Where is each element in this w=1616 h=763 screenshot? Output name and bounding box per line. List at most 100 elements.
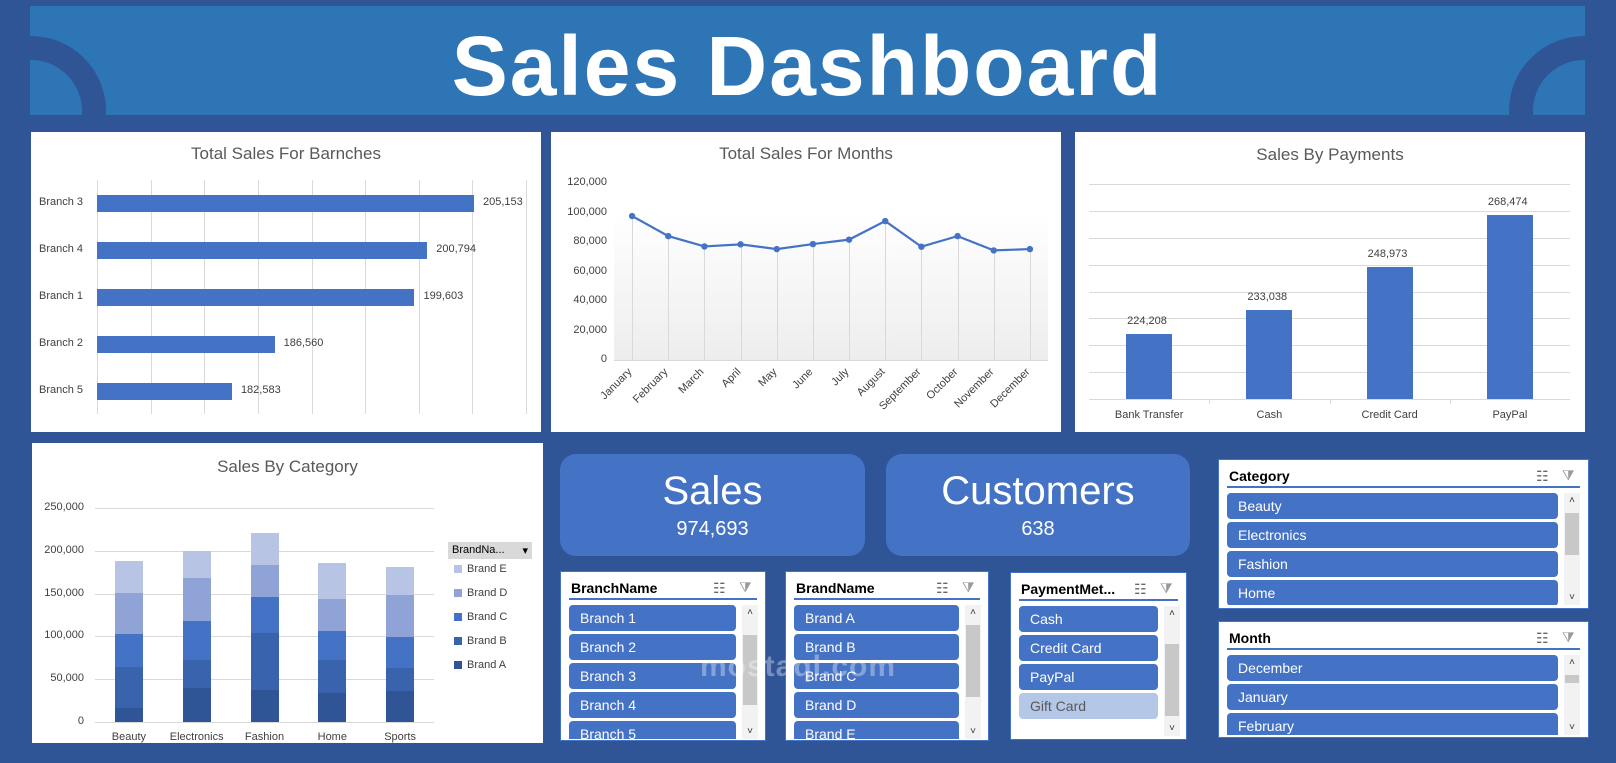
stacked-segment[interactable] (318, 660, 347, 694)
payment-slicer[interactable]: PaymentMet... ☷ ⧩ Cash Credit Card PayPal Gift… (1010, 572, 1187, 740)
stacked-segment[interactable] (114, 667, 143, 709)
slicer-item[interactable]: Brand B (794, 634, 959, 660)
legend-item[interactable]: Brand D (454, 587, 507, 599)
scrollbar[interactable]: ˄ ˅ (1164, 606, 1180, 736)
data-point[interactable] (990, 247, 997, 254)
legend-filter-button[interactable]: BrandNa... ▾ (448, 542, 532, 559)
data-point[interactable] (665, 232, 672, 240)
stacked-segment[interactable] (250, 532, 279, 566)
category-slicer[interactable]: Category ☷ ⧩ Beauty Electronics Fashion Home ˄ ˅ (1218, 459, 1589, 609)
bar[interactable] (1126, 333, 1173, 399)
scroll-up-icon[interactable]: ˄ (1569, 657, 1575, 668)
bar[interactable] (97, 242, 428, 260)
slicer-item[interactable]: Brand C (794, 663, 959, 689)
slicer-item[interactable]: February (1227, 713, 1558, 735)
slicer-item[interactable]: Gift Card (1019, 693, 1158, 719)
stacked-segment[interactable] (182, 621, 211, 661)
scrollbar-thumb[interactable] (1165, 644, 1179, 716)
stacked-segment[interactable] (318, 599, 347, 632)
scrollbar[interactable]: ˄ ˅ (1564, 655, 1580, 735)
bar[interactable] (97, 335, 275, 353)
data-point[interactable] (773, 245, 780, 253)
slicer-item[interactable]: Branch 2 (569, 634, 736, 660)
scrollbar[interactable]: ˄ ˅ (742, 605, 758, 739)
scroll-up-icon[interactable]: ˄ (970, 607, 976, 618)
stacked-segment[interactable] (182, 550, 211, 579)
clear-filter-icon[interactable]: ⧩ (962, 579, 975, 595)
category-sales-chart[interactable]: Sales By Category BrandNa... ▾ 0 50,000 10… (32, 443, 543, 743)
slicer-item[interactable]: Branch 3 (569, 663, 736, 689)
stacked-segment[interactable] (182, 660, 211, 689)
slicer-item[interactable]: Brand E (794, 721, 959, 739)
legend-item[interactable]: Brand C (454, 611, 507, 623)
slicer-item[interactable]: Brand A (794, 605, 959, 631)
slicer-item[interactable]: January (1227, 684, 1558, 710)
data-point[interactable] (918, 243, 925, 250)
scroll-down-icon[interactable]: ˅ (747, 726, 753, 737)
multi-select-icon[interactable]: ☷ (1536, 468, 1549, 484)
monthly-sales-chart[interactable]: Total Sales For Months 0 20,000 40,000 60,0… (551, 132, 1061, 432)
data-point[interactable] (701, 243, 708, 250)
scroll-up-icon[interactable]: ˄ (747, 607, 753, 618)
clear-filter-icon[interactable]: ⧩ (1562, 629, 1575, 645)
slicer-item[interactable]: Beauty (1227, 493, 1558, 519)
stacked-segment[interactable] (250, 690, 279, 722)
stacked-segment[interactable] (386, 595, 415, 638)
bar[interactable] (97, 289, 415, 306)
scrollbar-thumb[interactable] (966, 625, 980, 697)
stacked-segment[interactable] (182, 578, 211, 622)
bar[interactable] (1486, 214, 1533, 399)
bar[interactable] (97, 195, 475, 213)
slicer-item[interactable]: Electronics (1227, 522, 1558, 548)
data-point[interactable] (845, 236, 853, 243)
slicer-item[interactable]: Branch 5 (569, 721, 736, 739)
multi-select-icon[interactable]: ☷ (936, 580, 949, 596)
slicer-item[interactable]: Credit Card (1019, 635, 1158, 661)
branch-sales-chart[interactable]: Total Sales For Barnches Branch 3 205,153… (31, 132, 541, 432)
multi-select-icon[interactable]: ☷ (1134, 581, 1147, 597)
data-point[interactable] (954, 232, 961, 240)
stacked-segment[interactable] (114, 561, 143, 594)
slicer-item[interactable]: Branch 4 (569, 692, 736, 718)
line-series[interactable] (551, 132, 1061, 432)
multi-select-icon[interactable]: ☷ (1536, 630, 1549, 646)
scroll-down-icon[interactable]: ˅ (1569, 722, 1575, 733)
data-point[interactable] (628, 212, 636, 220)
legend-item[interactable]: Brand B (454, 635, 507, 647)
stacked-segment[interactable] (318, 693, 347, 722)
bar[interactable] (1366, 267, 1413, 399)
legend-item[interactable]: Brand E (454, 563, 507, 575)
slicer-item[interactable]: Cash (1019, 606, 1158, 632)
stacked-segment[interactable] (250, 565, 279, 598)
stacked-segment[interactable] (386, 637, 415, 669)
bar[interactable] (1246, 310, 1293, 399)
data-point[interactable] (809, 240, 817, 248)
data-point[interactable] (737, 241, 744, 248)
slicer-item[interactable]: December (1227, 655, 1558, 681)
scrollbar[interactable]: ˄ ˅ (1564, 493, 1580, 605)
scroll-down-icon[interactable]: ˅ (1569, 592, 1575, 603)
stacked-segment[interactable] (114, 593, 143, 635)
stacked-segment[interactable] (386, 691, 415, 722)
stacked-segment[interactable] (250, 597, 279, 634)
stacked-segment[interactable] (250, 633, 279, 691)
scrollbar-thumb[interactable] (1565, 675, 1579, 683)
slicer-item[interactable]: Branch 1 (569, 605, 736, 631)
slicer-item[interactable]: Brand D (794, 692, 959, 718)
slicer-item[interactable]: PayPal (1019, 664, 1158, 690)
scroll-down-icon[interactable]: ˅ (970, 726, 976, 737)
scroll-up-icon[interactable]: ˄ (1569, 495, 1575, 506)
slicer-item[interactable]: Home (1227, 580, 1558, 605)
scroll-up-icon[interactable]: ˄ (1169, 608, 1175, 619)
stacked-segment[interactable] (318, 631, 347, 661)
multi-select-icon[interactable]: ☷ (713, 580, 726, 596)
data-point[interactable] (882, 217, 889, 225)
slicer-item[interactable]: Fashion (1227, 551, 1558, 577)
clear-filter-icon[interactable]: ⧩ (1562, 467, 1575, 483)
stacked-segment[interactable] (386, 668, 415, 692)
stacked-segment[interactable] (114, 634, 143, 668)
data-point[interactable] (1026, 245, 1034, 253)
clear-filter-icon[interactable]: ⧩ (1160, 580, 1173, 596)
branch-slicer[interactable]: BranchName ☷ ⧩ Branch 1 Branch 2 Branch 3 Bran… (560, 571, 766, 741)
scrollbar-thumb[interactable] (743, 635, 757, 705)
